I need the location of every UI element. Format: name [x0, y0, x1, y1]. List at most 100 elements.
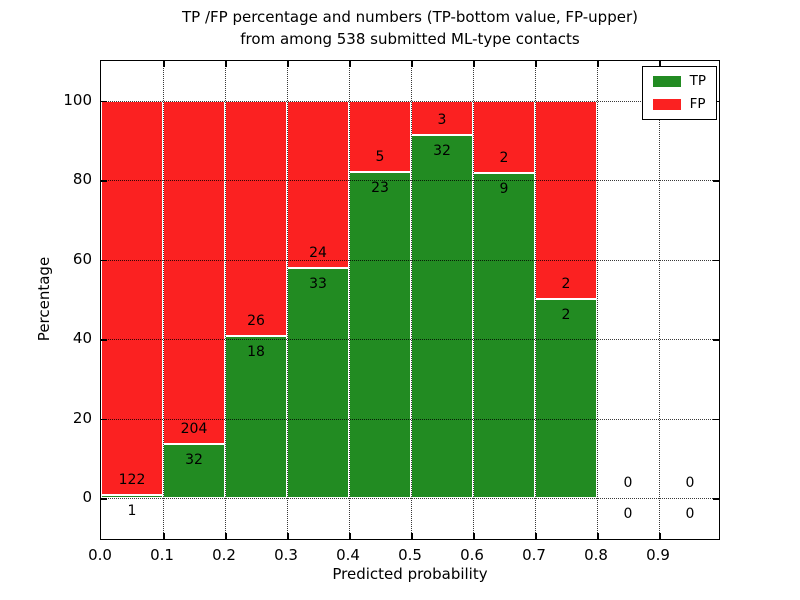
- bar-tp-segment: [287, 268, 349, 499]
- x-tick-mark: [287, 533, 289, 539]
- fp-count-label: 3: [437, 111, 447, 128]
- fp-count-label: 122: [118, 471, 146, 488]
- v-gridline: [659, 61, 660, 539]
- tp-count-label: 0: [685, 506, 695, 523]
- tp-count-label: 0: [623, 506, 633, 523]
- v-gridline: [225, 61, 226, 539]
- y-tick-mark: [101, 498, 107, 500]
- x-tick-label: 0.3: [274, 546, 298, 564]
- bar-tp-segment: [349, 171, 411, 499]
- bar-fp-segment: [473, 100, 535, 173]
- legend-item-tp: TP: [652, 73, 706, 89]
- fp-count-label: 5: [375, 148, 385, 165]
- legend: TP FP: [641, 66, 717, 120]
- bar-tp-segment: [535, 299, 597, 499]
- x-tick-mark: [535, 61, 537, 67]
- chart-title: TP /FP percentage and numbers (TP-bottom…: [100, 7, 720, 50]
- tp-count-label: 1: [127, 502, 137, 519]
- bar-fp-segment: [163, 100, 225, 445]
- h-gridline: [101, 259, 719, 261]
- fp-count-label: 204: [180, 421, 208, 438]
- x-tick-label: 0.9: [646, 546, 670, 564]
- legend-label-tp: TP: [689, 73, 706, 89]
- fp-count-label: 24: [309, 245, 327, 262]
- bar-tp-segment: [473, 172, 535, 499]
- legend-item-fp: FP: [652, 96, 706, 112]
- fp-count-label: 2: [499, 149, 509, 166]
- y-tick-mark: [713, 498, 719, 500]
- tp-count-label: 2: [561, 307, 571, 324]
- tp-count-label: 18: [247, 343, 265, 360]
- y-tick-label: 40: [72, 329, 92, 348]
- bar-fp-segment: [287, 100, 349, 269]
- x-tick-mark: [349, 533, 351, 539]
- x-tick-mark: [659, 533, 661, 539]
- bar-tp-segment: [411, 134, 473, 499]
- y-tick-mark: [101, 418, 107, 421]
- v-gridline: [473, 61, 474, 539]
- plot-area: TP FP 122 1 204 32 26 18 24 33 5 23 3 32 2 9 2 2 0 0 0 0: [100, 60, 720, 540]
- fp-count-label: 0: [623, 475, 633, 492]
- x-tick-mark: [659, 61, 661, 67]
- x-tick-mark: [597, 533, 599, 539]
- x-tick-mark: [411, 61, 413, 67]
- x-tick-mark: [163, 533, 165, 539]
- y-tick-label: 100: [63, 90, 92, 109]
- h-gridline: [101, 339, 719, 341]
- x-tick-mark: [225, 61, 227, 67]
- fp-legend-swatch-icon: [652, 99, 681, 110]
- h-gridline: [101, 180, 719, 182]
- y-tick-label: 80: [72, 170, 92, 189]
- bar-fp-segment: [225, 100, 287, 336]
- v-gridline: [597, 61, 598, 539]
- y-tick-mark: [713, 259, 719, 262]
- v-gridline: [535, 61, 536, 539]
- y-tick-mark: [713, 339, 719, 341]
- x-tick-label: 0.6: [460, 546, 484, 564]
- fp-count-label: 0: [685, 475, 695, 492]
- y-tick-mark: [101, 180, 107, 182]
- bar-tp-segment: [163, 444, 225, 499]
- y-tick-mark: [101, 100, 107, 103]
- x-tick-label: 0.5: [398, 546, 422, 564]
- x-tick-mark: [411, 533, 413, 539]
- y-tick-mark: [101, 259, 107, 262]
- legend-label-fp: FP: [689, 96, 706, 112]
- fp-count-label: 2: [561, 276, 571, 293]
- bar-fp-segment: [535, 100, 597, 300]
- h-gridline: [101, 418, 719, 420]
- tp-count-label: 33: [309, 276, 327, 293]
- tp-count-label: 23: [371, 179, 389, 196]
- x-tick-mark: [597, 61, 599, 67]
- x-tick-mark: [473, 61, 475, 67]
- x-tick-label: 0.2: [212, 546, 236, 564]
- tp-legend-swatch-icon: [652, 76, 681, 87]
- x-tick-label: 0.4: [336, 546, 360, 564]
- x-tick-mark: [225, 533, 227, 539]
- h-gridline: [101, 498, 719, 500]
- x-axis-label: Predicted probability: [332, 565, 488, 583]
- y-tick-label: 20: [72, 408, 92, 427]
- y-tick-mark: [713, 418, 719, 421]
- tp-count-label: 9: [499, 180, 509, 197]
- x-tick-mark: [287, 61, 289, 67]
- y-tick-mark: [713, 180, 719, 182]
- x-tick-mark: [163, 61, 165, 67]
- y-tick-label: 0: [82, 488, 92, 507]
- x-tick-mark: [473, 533, 475, 539]
- tp-count-label: 32: [185, 452, 203, 469]
- x-tick-label: 0.1: [150, 546, 174, 564]
- tp-count-label: 32: [433, 142, 451, 159]
- x-tick-label: 0.0: [88, 546, 112, 564]
- chart-title-line2: from among 538 submitted ML-type contact…: [240, 29, 580, 48]
- bar-tp-segment: [225, 335, 287, 499]
- x-tick-label: 0.7: [522, 546, 546, 564]
- x-tick-label: 0.8: [584, 546, 608, 564]
- bar-tp-segment: [101, 494, 163, 499]
- v-gridline: [349, 61, 350, 539]
- y-tick-label: 60: [72, 249, 92, 268]
- x-tick-mark: [349, 61, 351, 67]
- h-gridline: [101, 100, 719, 102]
- x-tick-mark: [535, 533, 537, 539]
